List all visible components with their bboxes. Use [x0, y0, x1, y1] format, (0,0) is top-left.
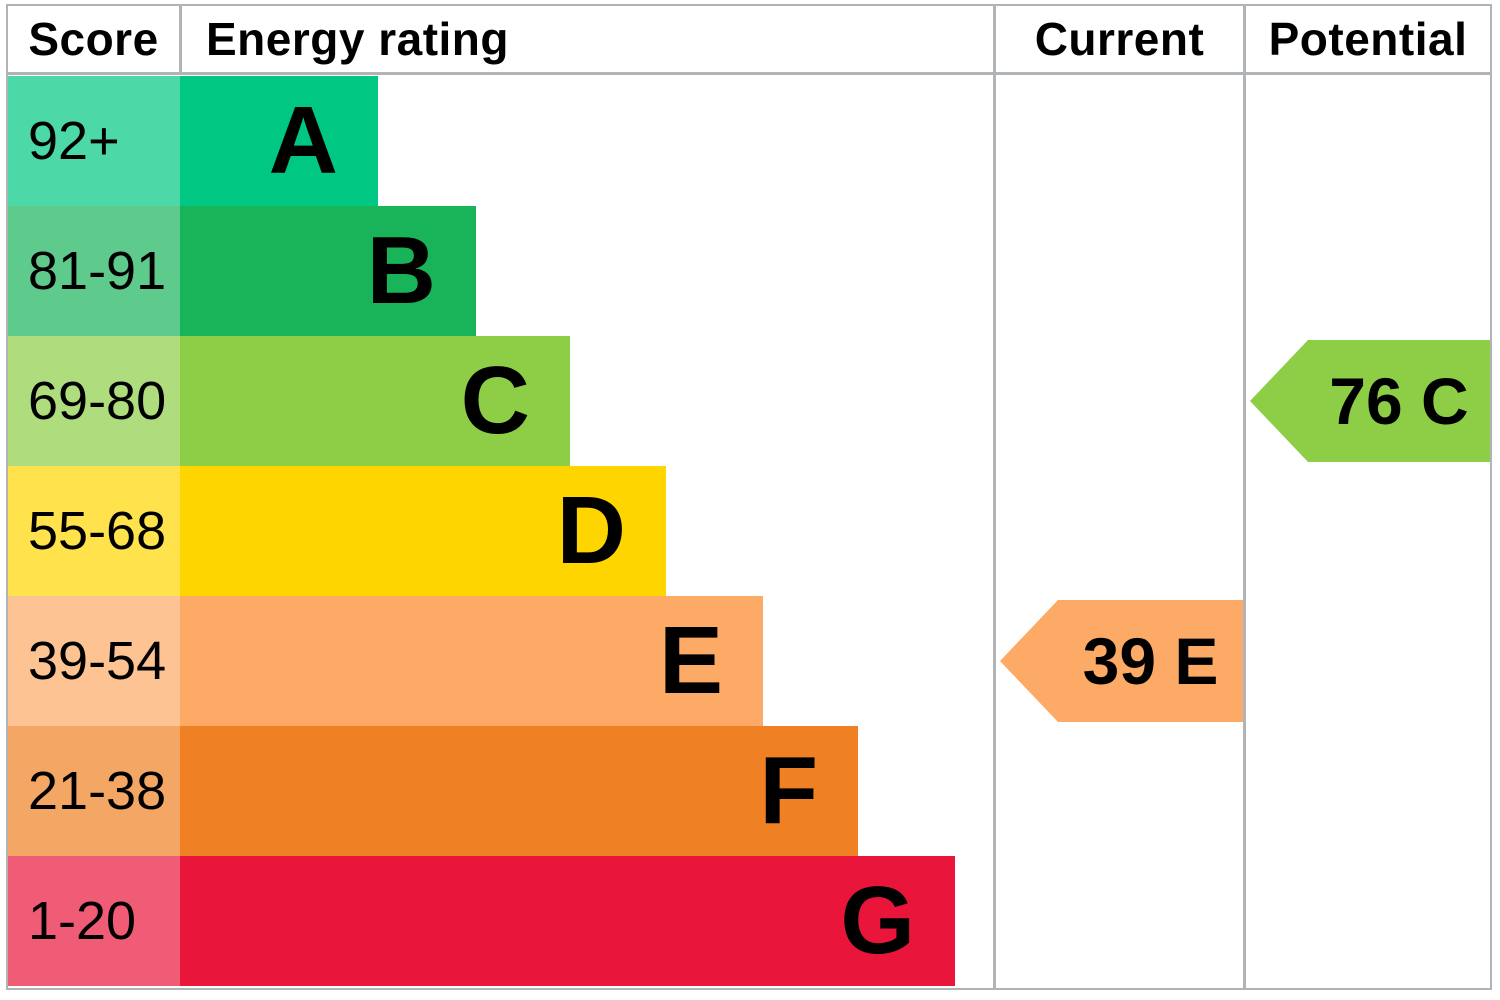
band-row-g: 1-20 G — [8, 856, 1490, 986]
potential-column-header: Potential — [1268, 13, 1468, 65]
band-row-b: 81-91 B — [8, 206, 1490, 336]
band-row-c: 69-80 C — [8, 336, 1490, 466]
band-c-bar: C — [180, 336, 570, 466]
band-e-score-range: 39-54 — [8, 596, 180, 726]
band-row-f: 21-38 F — [8, 726, 1490, 856]
band-g-bar: G — [180, 856, 955, 986]
potential-column-divider — [1243, 4, 1246, 988]
band-f-score-range: 21-38 — [8, 726, 180, 856]
band-c-score-range: 69-80 — [8, 336, 180, 466]
energy-rating-column-header: Energy rating — [206, 13, 510, 65]
band-b-bar: B — [180, 206, 476, 336]
current-rating-arrow: 39 E — [1000, 600, 1243, 722]
band-f-bar: F — [180, 726, 858, 856]
band-row-e: 39-54 E — [8, 596, 1490, 726]
current-column-header: Current — [1034, 13, 1205, 65]
score-column-header: Score — [28, 13, 159, 65]
potential-rating-arrow: 76 C — [1250, 340, 1490, 462]
band-d-score-range: 55-68 — [8, 466, 180, 596]
band-b-score-range: 81-91 — [8, 206, 180, 336]
potential-rating-value: 76 C — [1329, 364, 1469, 438]
score-header-divider — [179, 4, 182, 75]
header-bottom-divider — [6, 72, 1492, 75]
band-row-a: 92+ A — [8, 76, 1490, 206]
band-a-score-range: 92+ — [8, 76, 180, 206]
band-rows: 92+ A 81-91 B 69-80 C 55-68 D 39-54 E 21… — [8, 76, 1490, 986]
chart-outer-border — [6, 4, 1492, 990]
current-column-divider — [993, 4, 996, 988]
band-e-bar: E — [180, 596, 763, 726]
current-rating-value: 39 E — [1082, 624, 1219, 698]
band-a-bar: A — [180, 76, 378, 206]
band-row-d: 55-68 D — [8, 466, 1490, 596]
band-d-bar: D — [180, 466, 666, 596]
band-g-score-range: 1-20 — [8, 856, 180, 986]
